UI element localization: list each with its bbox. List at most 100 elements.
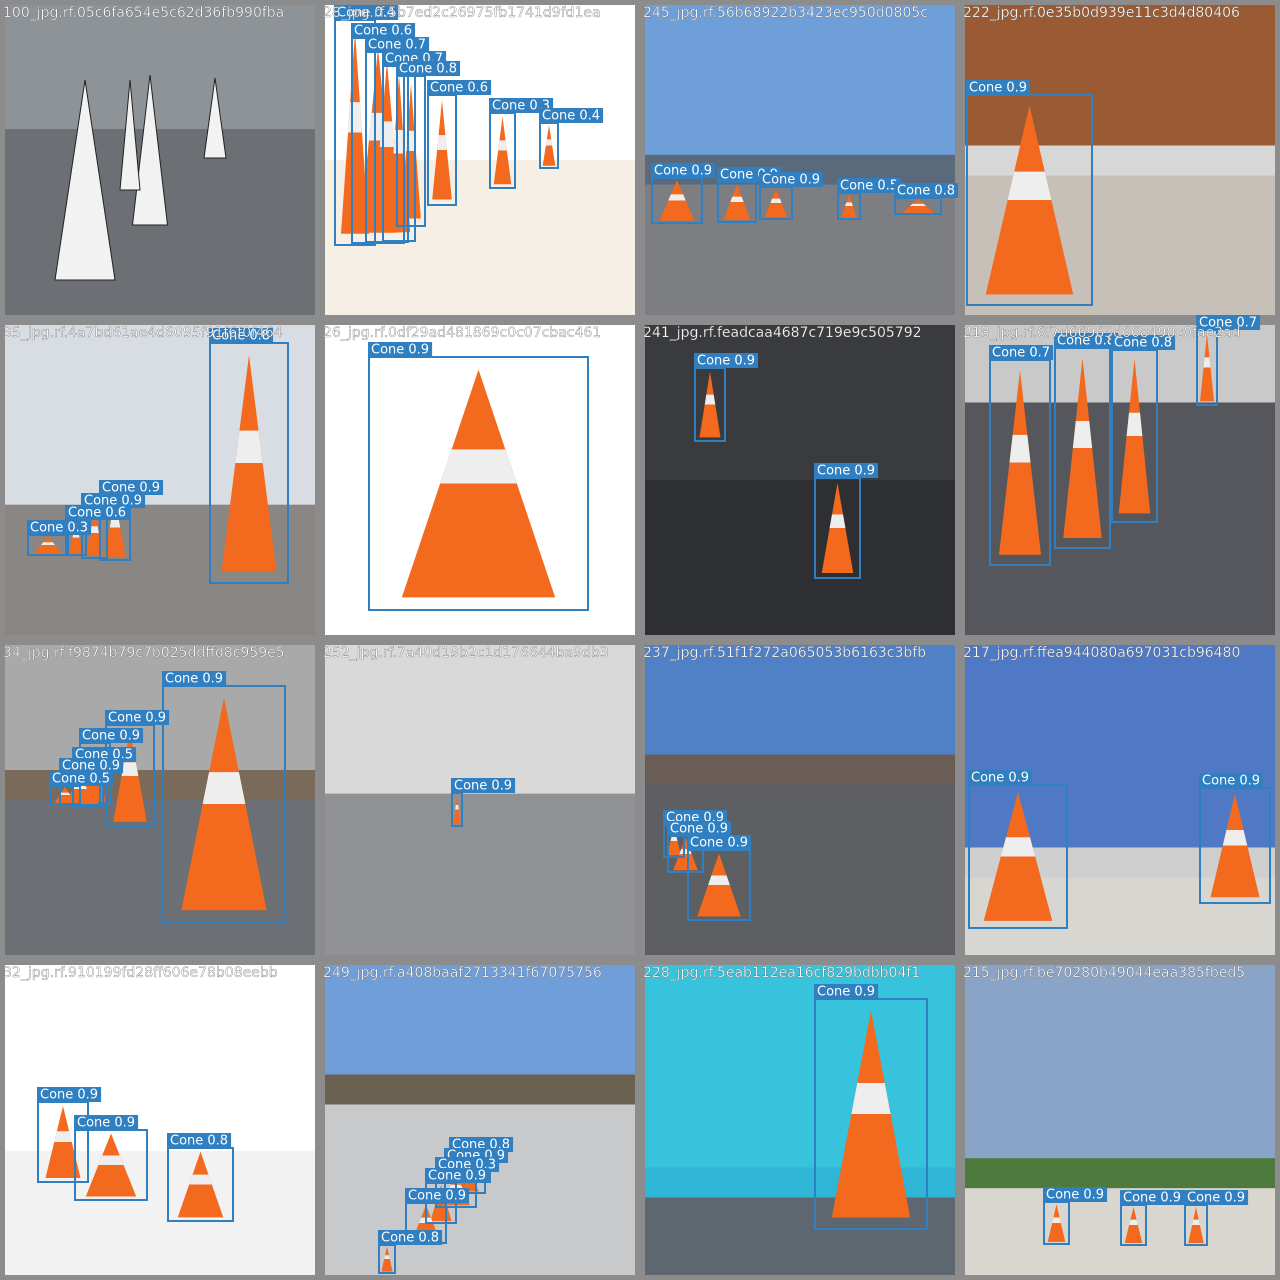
label-background bbox=[365, 37, 430, 52]
image-band bbox=[645, 754, 955, 785]
cone-stripe bbox=[851, 1082, 891, 1114]
filename: 100_jpg.rf.05c6fa654e5c62d36fb990fba bbox=[3, 5, 284, 21]
cone-stripe bbox=[1203, 357, 1211, 368]
image-band bbox=[645, 1167, 955, 1198]
cone-stripe bbox=[1007, 171, 1052, 200]
detection-label: Cone 0.9 bbox=[102, 481, 160, 496]
detection-label: Cone 0.8 bbox=[399, 62, 457, 77]
cone-stripe bbox=[90, 526, 99, 533]
detection-label: Cone 0.9 bbox=[428, 1169, 486, 1184]
detection-label: Cone 0.4 bbox=[337, 6, 395, 21]
label-background bbox=[49, 771, 114, 786]
cone-stripe bbox=[109, 518, 121, 528]
label-background bbox=[1120, 1190, 1185, 1205]
image-ground bbox=[325, 1104, 635, 1275]
detection-label: Cone 0.9 bbox=[371, 343, 429, 358]
detection-label: Cone 0.9 bbox=[1187, 1191, 1245, 1206]
label-background bbox=[79, 728, 144, 743]
tile: Cone 0.9 Cone 0.9 217_jpg.rf.ffea944080a69… bbox=[963, 645, 1275, 955]
label-background bbox=[405, 1188, 470, 1203]
detection-label: Cone 0.7 bbox=[368, 38, 426, 53]
cone bbox=[131, 74, 169, 226]
cone-stripe bbox=[440, 449, 517, 484]
detection-label: Cone 0.9 bbox=[1202, 774, 1260, 789]
label-background bbox=[209, 328, 274, 343]
detection-label: Cone 0.9 bbox=[654, 164, 712, 179]
cone-stripe bbox=[1192, 1219, 1200, 1225]
tile: Cone 0.9 Cone 0.9 241_jpg.rf.feadcaa4687c7… bbox=[643, 325, 955, 635]
filename: 28_jpg.rf.5b7ed2c26975fb1741d9fd1ea bbox=[323, 5, 601, 21]
label-background bbox=[814, 984, 879, 999]
tile: Cone 0.9 26_jpg.rf.0df29ad481869c0c07cbac… bbox=[323, 325, 635, 635]
filename: 249_jpg.rf.a408baaf2713341f67075756 bbox=[323, 965, 602, 981]
cone-stripe bbox=[545, 139, 553, 146]
label-background bbox=[651, 163, 716, 178]
detection-label: Cone 0.8 bbox=[1057, 334, 1115, 349]
label-background bbox=[968, 770, 1033, 785]
label-background bbox=[1043, 1187, 1108, 1202]
cone bbox=[203, 77, 227, 159]
filename: 26_jpg.rf.0df29ad481869c0c07cbac461 bbox=[323, 325, 601, 341]
cone-stripe bbox=[235, 430, 263, 463]
detection-label: Cone 0.6 bbox=[430, 81, 488, 96]
cone-stripe bbox=[845, 202, 853, 206]
label-background bbox=[539, 108, 604, 123]
cone-stripe bbox=[379, 121, 395, 147]
cone-stripe bbox=[770, 198, 782, 203]
cone-stripe bbox=[909, 203, 927, 206]
label-background bbox=[59, 758, 124, 773]
cone-stripe bbox=[202, 772, 246, 804]
detection-label: Cone 0.8 bbox=[381, 1231, 439, 1246]
detection-label: Cone 0.9 bbox=[77, 1116, 135, 1131]
cone-stripe bbox=[437, 135, 447, 150]
cone-stripe bbox=[1000, 837, 1036, 857]
tile: Cone 0.9 222_jpg.rf.0e35b0d939e11c3d4d804… bbox=[963, 5, 1275, 315]
image-sky bbox=[5, 965, 315, 1151]
cone-stripe bbox=[704, 394, 716, 405]
cone-stripe bbox=[54, 1131, 72, 1142]
detection-label: Cone 0.4 bbox=[542, 109, 600, 124]
label-background bbox=[1196, 315, 1261, 330]
cone-stripe bbox=[59, 792, 71, 795]
cone-stripe bbox=[730, 196, 744, 202]
cone-stripe bbox=[670, 836, 678, 841]
label-background bbox=[74, 1115, 139, 1130]
image-band bbox=[965, 145, 1275, 176]
label-background bbox=[1199, 773, 1264, 788]
label-background bbox=[37, 1087, 102, 1102]
filename: 237_jpg.rf.51f1f272a065053b6163c3bfb bbox=[643, 645, 926, 661]
image-ground bbox=[645, 184, 955, 315]
detection-label: Cone 0.3 bbox=[30, 521, 88, 536]
label-background bbox=[489, 98, 554, 113]
cone-stripe bbox=[98, 1155, 124, 1165]
detection-label: Cone 0.9 bbox=[62, 759, 120, 774]
image-band bbox=[965, 1158, 1275, 1189]
detection-label: Cone 0.9 bbox=[454, 779, 512, 794]
cone-stripe bbox=[1072, 421, 1093, 448]
detection-label: Cone 0.7 bbox=[992, 346, 1050, 361]
tile: Cone 0.9 252_jpg.rf.7a40d19b2c1d176644ba9… bbox=[323, 645, 635, 955]
label-background bbox=[99, 480, 164, 495]
detection-label: Cone 0.9 bbox=[971, 771, 1029, 786]
image-sky bbox=[5, 5, 315, 129]
image-sky bbox=[645, 965, 955, 1198]
detection-label: Cone 0.5 bbox=[840, 179, 898, 194]
image-sky bbox=[325, 645, 635, 794]
cone-stripe bbox=[455, 805, 459, 810]
filename: 32_jpg.rf.910199fd28ff606e78b08eebb bbox=[3, 965, 278, 981]
tile: 100_jpg.rf.05c6fa654e5c62d36fb990fba bbox=[3, 5, 315, 315]
label-background bbox=[894, 183, 959, 198]
label-background bbox=[966, 80, 1031, 95]
cone-stripe bbox=[829, 514, 846, 528]
filename: 218_jpg.rf.6f7d66963d668490c0fae2ad bbox=[963, 325, 1241, 341]
filename: 241_jpg.rf.feadcaa4687c719e9c505792 bbox=[643, 325, 922, 341]
cone-stripe bbox=[393, 129, 405, 154]
label-background bbox=[989, 345, 1054, 360]
label-background bbox=[368, 342, 433, 357]
detection-label: Cone 0.8 bbox=[1114, 336, 1172, 351]
image-ground bbox=[5, 800, 315, 955]
